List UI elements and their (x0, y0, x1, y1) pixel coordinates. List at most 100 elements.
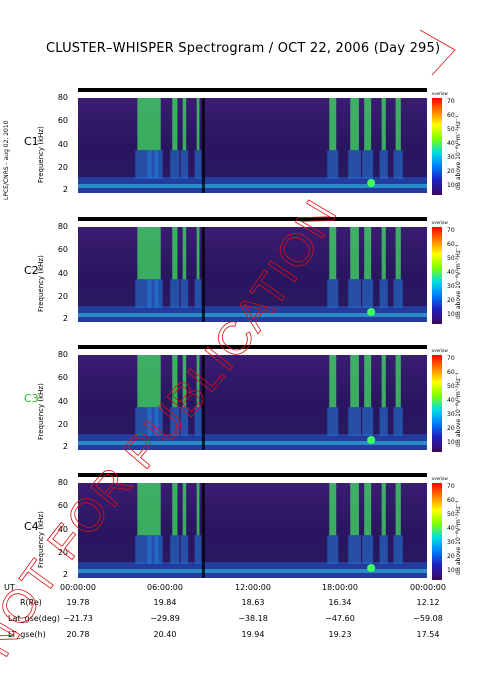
emission-tail (379, 279, 388, 308)
colorbar-label-wrap: dB above 10⁻⁸V²m⁻²Hz⁻¹ (455, 483, 465, 580)
y-tick: 2 (62, 185, 68, 195)
emission-tail (393, 150, 403, 179)
emission-tail (362, 279, 374, 308)
intense-spot (367, 308, 376, 316)
emission-tail (180, 407, 189, 436)
colorbar-label: dB above 10⁻⁸V²m⁻²Hz⁻¹ (455, 500, 462, 575)
emission-spike (395, 98, 401, 151)
emission-tail (362, 535, 374, 564)
emission-spike (149, 355, 157, 408)
ephem-lt-2: 19.94 (241, 630, 265, 639)
colorbar-tick: 10 (447, 567, 455, 574)
emission-spike (381, 483, 386, 536)
emission-tail (194, 407, 202, 436)
emission-tail (180, 150, 189, 179)
y-tick: 2 (62, 314, 68, 324)
colorbar-tick: 30 (447, 411, 455, 418)
colorbar-tick: 40 (447, 269, 455, 276)
emission-spike (381, 355, 386, 408)
ephem-label-lt: LT_gse(h) (8, 630, 46, 639)
colorbar-tick: 20 (447, 553, 455, 560)
emission-tail (379, 535, 388, 564)
emission-spike (156, 227, 161, 280)
emission-tail (327, 407, 339, 436)
y-axis-label: Frequency (kHz) (37, 126, 45, 183)
emission-spike (196, 483, 200, 536)
emission-spike (329, 483, 337, 536)
emission-spike (196, 355, 200, 408)
emission-spike (350, 227, 359, 280)
emission-tail (135, 535, 152, 564)
emission-spike (172, 483, 178, 536)
ephem-label-r: R(Re) (20, 598, 42, 607)
emission-spike (172, 227, 178, 280)
emission-spike (137, 483, 150, 536)
emission-tail (135, 150, 152, 179)
emission-spike (381, 227, 386, 280)
colorbar-header: overlow (432, 476, 448, 481)
emission-tail (393, 535, 403, 564)
ephem-lat-4: −59.08 (413, 614, 443, 623)
emission-tail (194, 535, 202, 564)
plasma-line (78, 441, 427, 445)
colorbar-tick: 40 (447, 140, 455, 147)
emission-spike (156, 98, 161, 151)
y-tick: 20 (57, 292, 68, 302)
ephem-r-2: 18.63 (241, 598, 265, 607)
side-label: LPCE/CNRS - aug 02, 2010 (3, 120, 10, 200)
data-gap-line (201, 227, 205, 322)
emission-spike (149, 483, 157, 536)
spectrogram-c4 (78, 483, 427, 578)
colorbar-tick: 70 (447, 355, 455, 362)
colorbar-tick: 50 (447, 255, 455, 262)
colorbar-tick: 10 (447, 439, 455, 446)
colorbar-tick: 30 (447, 154, 455, 161)
y-tick: 60 (57, 245, 68, 255)
colorbar-tick: 20 (447, 168, 455, 175)
x-tick-0: 00:00:00 (60, 583, 96, 592)
colorbar-tick: 40 (447, 397, 455, 404)
ephem-lt-3: 19.23 (328, 630, 352, 639)
y-tick: 20 (57, 548, 68, 558)
emission-spike (350, 483, 359, 536)
emission-spike (329, 355, 337, 408)
coverage-bar (78, 88, 427, 92)
y-axis-label: Frequency (kHz) (37, 255, 45, 312)
ephem-r-0: 19.78 (66, 598, 90, 607)
data-gap-line (201, 483, 205, 578)
emission-spike (172, 98, 178, 151)
colorbar-tick: 50 (447, 383, 455, 390)
y-tick: 80 (57, 222, 68, 231)
colorbar-tick: 60 (447, 369, 455, 376)
emission-spike (182, 355, 187, 408)
colorbar-label-wrap: dB above 10⁻⁸V²m⁻²Hz⁻¹ (455, 227, 465, 324)
emission-spike (329, 98, 337, 151)
ephem-lt-1: 20.40 (153, 630, 177, 639)
colorbar-tick: 70 (447, 98, 455, 105)
emission-tail (327, 535, 339, 564)
emission-tail (348, 279, 361, 308)
spacecraft-label: C3 (24, 392, 39, 405)
emission-tail (170, 279, 180, 308)
emission-tail (348, 535, 361, 564)
y-tick: 2 (62, 442, 68, 452)
colorbar (432, 483, 442, 580)
plasma-line (78, 184, 427, 188)
emission-tail (147, 150, 159, 179)
emission-spike (329, 227, 337, 280)
spectrogram-c1 (78, 98, 427, 193)
y-tick: 40 (57, 396, 68, 406)
colorbar-label: dB above 10⁻⁸V²m⁻²Hz⁻¹ (455, 372, 462, 447)
colorbar (432, 227, 442, 324)
emission-tail (170, 150, 180, 179)
colorbar-tick: 70 (447, 483, 455, 490)
ephem-r-3: 16.34 (328, 598, 352, 607)
emission-tail (194, 150, 202, 179)
ephem-r-1: 19.84 (153, 598, 177, 607)
spacecraft-label: C1 (24, 135, 39, 148)
ephem-lat-1: −29.89 (150, 614, 180, 623)
y-axis-label: Frequency (kHz) (37, 383, 45, 440)
emission-tail (147, 407, 159, 436)
coverage-bar (78, 217, 427, 221)
emission-spike (395, 483, 401, 536)
